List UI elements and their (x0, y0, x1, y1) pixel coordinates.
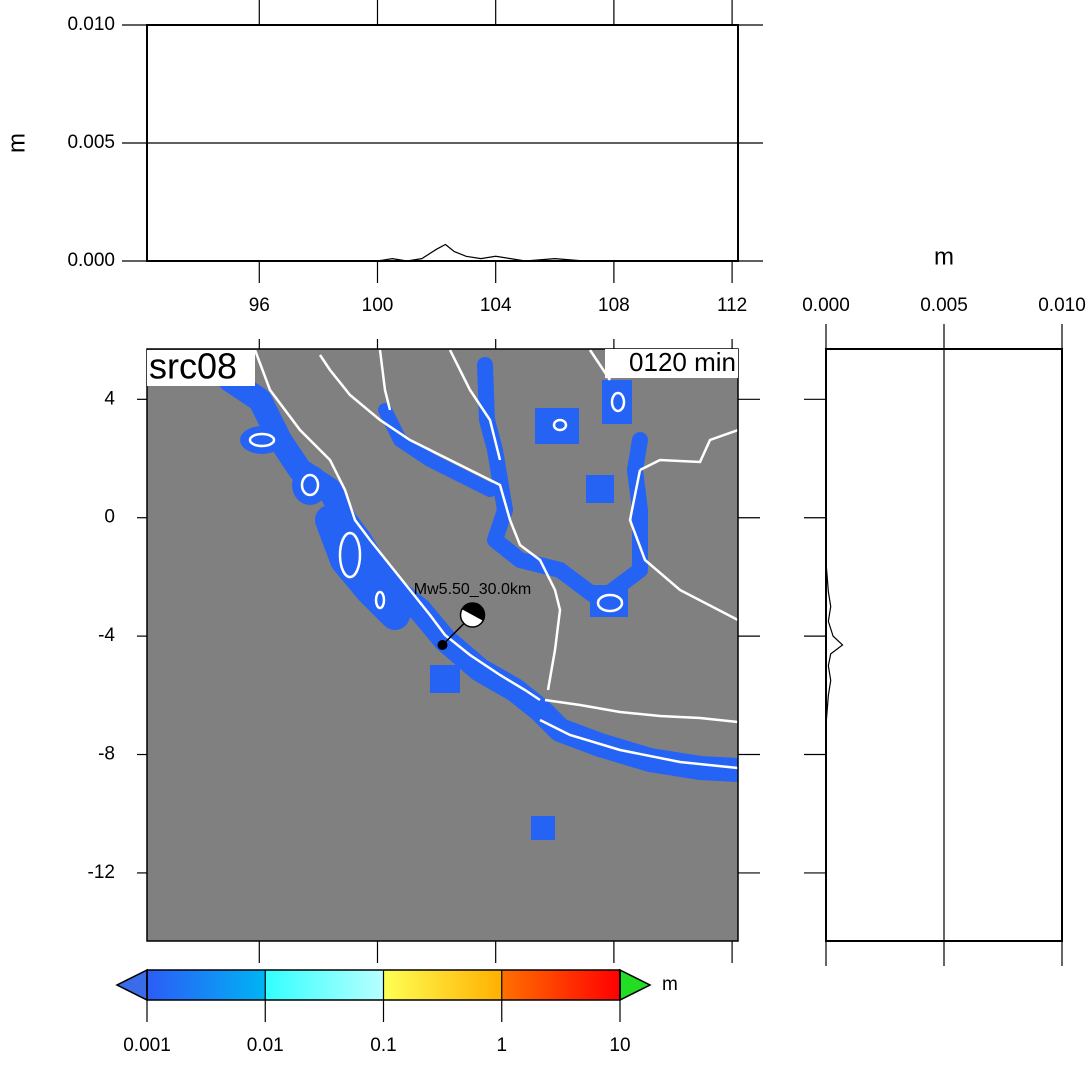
map-frame (146, 348, 739, 942)
x-tick-label: 96 (249, 295, 270, 316)
colorbar-tick-label: 0.1 (370, 1035, 396, 1056)
y-tick-label: -12 (88, 862, 115, 883)
x-tick-label: 0.000 (802, 295, 850, 316)
y-tick-label: 0.010 (67, 14, 115, 35)
colorbar-segment (265, 970, 384, 1000)
colorbar-tick-label: 0.01 (247, 1035, 284, 1056)
x-axis-label: m (934, 243, 954, 270)
profile-line (377, 243, 585, 262)
colorbar-under (115, 968, 148, 1002)
x-tick-label: 104 (480, 295, 512, 316)
colorbar-tick-label: 1 (496, 1035, 507, 1056)
colorbar-segment (383, 970, 502, 1000)
label-box (147, 350, 255, 386)
coastlines (248, 349, 738, 770)
colorbar-segment (147, 970, 266, 1000)
x-tick-label: 108 (598, 295, 630, 316)
y-tick-label: 0.000 (67, 250, 115, 271)
epicenter (437, 640, 448, 650)
y-axis-label: m (3, 133, 30, 153)
focal-mechanism-quadrant (461, 602, 486, 621)
y-tick-label: -4 (98, 625, 115, 646)
colorbar-tick-label: 0.001 (123, 1035, 171, 1056)
x-tick-label: 100 (362, 295, 394, 316)
x-tick-label: 112 (717, 295, 747, 316)
y-tick-label: 0 (104, 507, 115, 528)
time-label: 0120 min (629, 347, 736, 377)
event-label: Mw5.50_30.0km (414, 581, 531, 598)
x-tick-label: 0.005 (920, 295, 968, 316)
profile-line (825, 562, 844, 725)
y-tick-label: 0.005 (67, 132, 115, 153)
y-tick-label: -8 (98, 744, 115, 765)
run-label: src08 (149, 346, 237, 387)
colorbar-over (619, 968, 652, 1002)
colorbar-segment (501, 970, 620, 1000)
label-box (605, 349, 738, 378)
x-tick-label: 0.010 (1038, 295, 1086, 316)
colorbar-unit: m (662, 974, 678, 995)
y-tick-label: 4 (104, 388, 115, 409)
colorbar-tick-label: 10 (609, 1035, 630, 1056)
